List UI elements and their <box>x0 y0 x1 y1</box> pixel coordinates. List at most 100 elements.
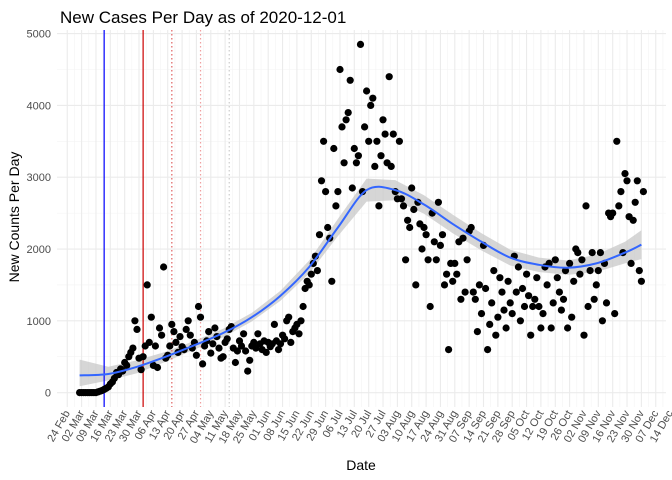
y-tick-label: 0 <box>45 388 51 400</box>
data-point <box>471 295 479 303</box>
data-point <box>482 284 490 293</box>
data-point <box>307 270 315 278</box>
data-point <box>274 346 283 354</box>
data-point <box>432 256 440 264</box>
data-points <box>76 40 648 397</box>
data-point <box>559 295 568 303</box>
data-point <box>473 328 481 336</box>
data-point <box>557 306 566 314</box>
data-point <box>281 335 289 343</box>
minor-gridlines <box>57 30 666 407</box>
data-point <box>270 320 278 328</box>
y-axis-ticks: 0 1000 2000 3000 4000 5000 <box>27 29 51 400</box>
data-point <box>518 284 527 293</box>
data-point <box>492 331 500 339</box>
data-point <box>305 281 313 289</box>
data-point <box>588 249 596 257</box>
data-point <box>344 109 352 117</box>
data-point <box>475 281 483 289</box>
data-point <box>219 353 227 361</box>
data-point <box>373 137 381 145</box>
data-point <box>502 324 510 332</box>
data-point <box>496 274 504 282</box>
data-point <box>320 137 328 145</box>
data-point <box>420 223 428 232</box>
data-point <box>627 259 635 267</box>
smooth-line <box>79 185 642 377</box>
smooth-confidence-band <box>79 178 642 387</box>
data-point <box>361 123 369 131</box>
data-point <box>254 330 262 338</box>
data-point <box>459 234 467 242</box>
confidence-band <box>79 178 642 387</box>
data-point <box>285 313 293 321</box>
data-point <box>531 295 539 303</box>
data-point <box>568 313 576 321</box>
data-point <box>207 349 215 357</box>
data-point <box>358 188 367 196</box>
data-point <box>194 302 203 311</box>
data-point <box>342 116 350 124</box>
plot-panel <box>57 30 666 407</box>
data-point <box>418 245 426 253</box>
data-point <box>494 313 502 321</box>
data-point <box>166 342 174 350</box>
data-point <box>168 320 176 328</box>
data-point <box>422 231 430 239</box>
data-point <box>192 351 200 359</box>
data-point <box>262 348 270 356</box>
data-point <box>143 281 151 289</box>
data-point <box>490 267 498 275</box>
data-point <box>137 366 145 374</box>
data-point <box>170 328 178 336</box>
smooth-trend <box>79 185 642 377</box>
data-point <box>484 346 492 354</box>
data-point <box>379 116 387 124</box>
data-point <box>533 274 541 282</box>
data-point <box>129 344 137 352</box>
data-point <box>549 299 557 307</box>
chart-title: New Cases Per Day as of 2020-12-01 <box>60 8 346 27</box>
data-point <box>514 263 523 271</box>
data-point <box>352 159 360 167</box>
data-point <box>445 346 453 354</box>
data-point <box>477 310 486 318</box>
data-point <box>172 338 180 346</box>
data-point <box>408 184 416 192</box>
data-point <box>322 188 330 196</box>
data-point <box>295 330 303 338</box>
data-point <box>615 202 623 210</box>
data-point <box>537 324 545 332</box>
data-point <box>551 256 559 264</box>
data-point <box>436 241 444 249</box>
data-point <box>356 40 365 49</box>
data-point <box>340 159 348 167</box>
data-point <box>365 137 373 145</box>
data-point <box>463 256 471 264</box>
y-tick-label: 4000 <box>27 100 51 112</box>
data-point <box>324 223 332 232</box>
data-point <box>617 188 625 196</box>
data-point <box>328 277 336 285</box>
data-point <box>564 324 572 332</box>
data-point <box>438 231 447 239</box>
data-point <box>504 277 512 285</box>
data-point <box>561 267 570 275</box>
data-point <box>389 130 397 138</box>
data-point <box>434 198 442 206</box>
data-point <box>369 94 377 102</box>
data-point <box>635 267 643 275</box>
data-point <box>240 330 248 338</box>
y-tick-label: 2000 <box>27 244 51 256</box>
data-point <box>334 188 342 196</box>
data-point <box>440 281 449 289</box>
data-point <box>332 202 340 210</box>
data-point <box>385 73 393 81</box>
data-point <box>623 177 631 185</box>
data-point <box>449 277 457 285</box>
data-point <box>397 195 406 203</box>
data-point <box>535 302 543 311</box>
data-point <box>381 130 389 138</box>
data-point <box>527 331 535 339</box>
